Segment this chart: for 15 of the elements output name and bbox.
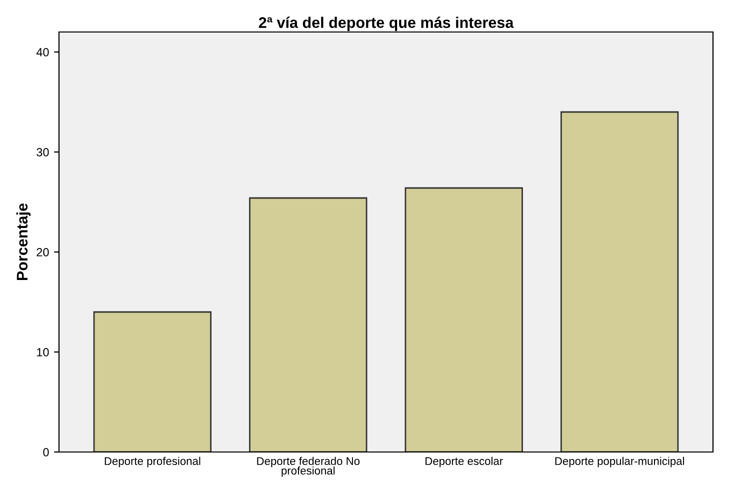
bar bbox=[404, 187, 523, 452]
bar bbox=[93, 311, 212, 452]
y-tick-label: 20 bbox=[36, 248, 49, 256]
x-tick-label: Deporte escolar bbox=[426, 456, 503, 468]
y-tick-label: 30 bbox=[36, 148, 49, 156]
y-tick-label: 0 bbox=[43, 448, 49, 456]
bar bbox=[560, 111, 679, 452]
x-tick-label: Deporte profesional bbox=[104, 456, 200, 468]
y-axis-title: Porcentaje bbox=[16, 203, 31, 280]
y-tick-label: 40 bbox=[36, 48, 49, 56]
y-tick-label: 10 bbox=[37, 348, 49, 356]
x-tick-label: Deporte federado No profesional bbox=[257, 456, 360, 477]
bar bbox=[249, 197, 368, 452]
x-tick-label: Deporte popular-municipal bbox=[555, 456, 684, 468]
chart-title: 2ª vía del deporte que más interesa bbox=[258, 16, 514, 32]
